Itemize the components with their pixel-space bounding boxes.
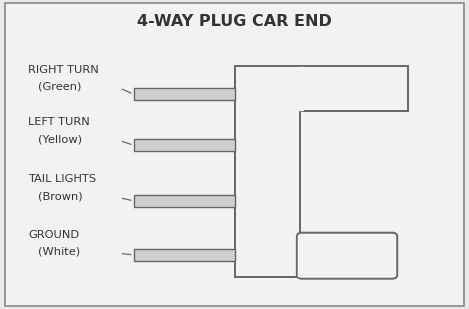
Text: (White): (White) [38, 247, 80, 257]
Bar [234, 66, 300, 277]
Text: (Green): (Green) [38, 82, 81, 91]
Bar [134, 195, 234, 207]
Text: RIGHT TURN: RIGHT TURN [28, 65, 99, 74]
Bar [300, 66, 408, 111]
FancyBboxPatch shape [297, 233, 397, 279]
Text: (Yellow): (Yellow) [38, 134, 82, 144]
Bar [134, 139, 234, 151]
Text: GROUND: GROUND [28, 230, 79, 240]
Bar [134, 249, 234, 261]
Text: (Brown): (Brown) [38, 191, 82, 201]
Text: TAIL LIGHTS: TAIL LIGHTS [28, 174, 96, 184]
Text: 4-WAY PLUG CAR END: 4-WAY PLUG CAR END [137, 14, 332, 29]
Text: LEFT TURN: LEFT TURN [28, 117, 90, 127]
Bar [134, 88, 234, 100]
